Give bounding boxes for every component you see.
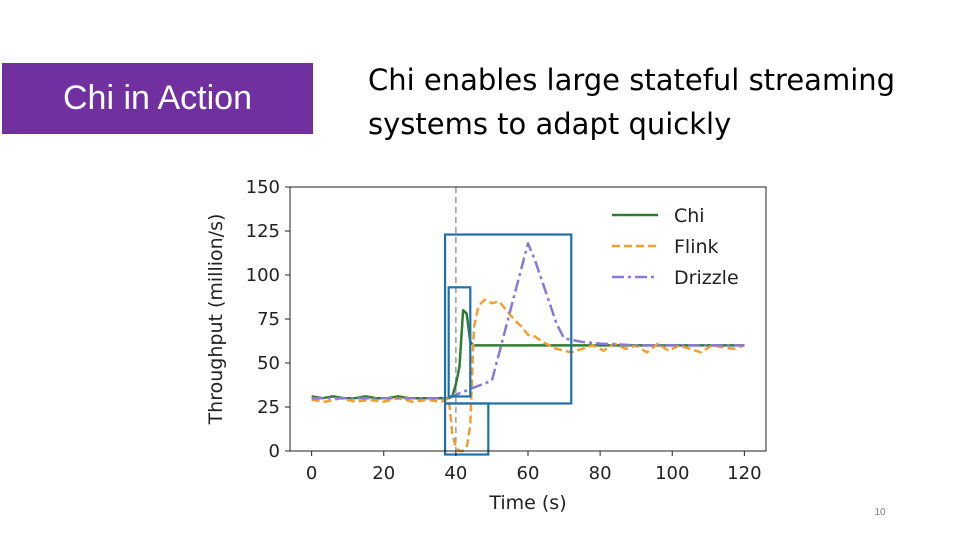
legend: Chi Flink Drizzle [612, 205, 739, 289]
x-tick-label: 20 [372, 463, 395, 484]
x-tick-label: 60 [517, 463, 540, 484]
series-line-flink [311, 298, 745, 453]
series-line-chi [311, 308, 745, 400]
ticks-layer: 0 20 40 60 80 100 120 0 25 50 75 100 125 150 [246, 177, 762, 484]
x-axis-label: Time (s) [488, 492, 566, 514]
slide-title: Chi enables large stateful streaming sys… [368, 58, 928, 146]
series-layer [311, 233, 745, 456]
legend-label-drizzle: Drizzle [674, 267, 739, 289]
y-tick-label: 150 [246, 177, 280, 198]
y-tick-label: 125 [246, 221, 280, 242]
highlight-box-1 [443, 233, 573, 405]
legend-label-flink: Flink [674, 236, 719, 258]
highlight-box-3 [443, 402, 490, 456]
y-tick-label: 0 [269, 441, 280, 462]
x-tick-label: 80 [589, 463, 612, 484]
x-tick-label: 120 [727, 463, 761, 484]
y-tick-label: 25 [257, 397, 280, 418]
y-tick-label: 100 [246, 265, 280, 286]
series-line-drizzle [311, 242, 745, 400]
x-tick-label: 40 [444, 463, 467, 484]
x-tick-label: 0 [306, 463, 317, 484]
section-tab: Chi in Action [2, 63, 313, 134]
x-tick-label: 100 [655, 463, 689, 484]
y-axis-label: Throughput (million/s) [205, 214, 227, 426]
section-tab-label: Chi in Action [63, 79, 252, 117]
y-tick-label: 50 [257, 353, 280, 374]
highlight-box-2 [447, 286, 472, 398]
y-tick-label: 75 [257, 309, 280, 330]
slide-title-line-1: Chi enables large stateful streaming [368, 63, 896, 97]
slide-title-line-2: systems to adapt quickly [368, 107, 732, 141]
slide-number: 10 [874, 507, 886, 518]
legend-label-chi: Chi [674, 205, 705, 227]
